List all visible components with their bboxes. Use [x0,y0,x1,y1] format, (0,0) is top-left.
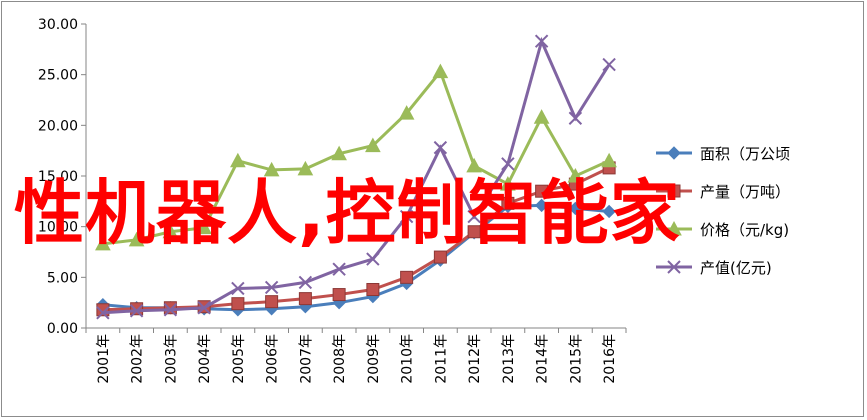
data-point [96,306,110,320]
legend-swatch-marker [667,146,681,160]
y-tick-label: 5.00 [47,270,78,286]
data-point [129,304,144,318]
data-point [534,34,549,48]
data-point [602,57,616,72]
data-point [466,157,482,173]
y-tick-label: 25.00 [38,68,78,84]
x-tick-label: 2013年 [501,334,517,384]
x-tick-label: 2012年 [467,334,483,384]
legend-entry: 面积（万公顷 [656,145,790,163]
y-tick-label: 20.00 [38,118,78,134]
legend-label: 价格（元/kg) [700,221,789,239]
legend-swatch-marker [666,220,682,236]
data-point [433,140,448,155]
x-tick-label: 2016年 [602,334,618,384]
legend-label: 产值(亿元) [700,259,772,277]
data-point [399,209,414,224]
data-point [467,209,481,224]
data-point [332,288,346,302]
data-point [535,184,549,198]
data-point [366,282,380,296]
x-tick-label: 2001年 [96,334,112,384]
x-tick-label: 2015年 [568,334,584,384]
series-line [102,166,610,312]
x-tick-label: 2005年 [231,334,247,384]
data-point [568,201,583,216]
data-point [568,111,583,125]
y-tick-label: 0.00 [47,321,78,337]
series-line [102,68,610,246]
data-point [432,63,449,79]
data-point [332,262,346,276]
data-point [231,297,245,311]
legend-entry: 价格（元/kg) [656,220,789,239]
data-point [196,219,212,235]
y-tick-label: 10.00 [38,220,78,236]
legend-entry: 产量（万吨） [656,183,790,201]
chart-axes: 0.00 5.00 10.00 15.00 20.00 25.00 30.00 2001年 20… [38,17,627,384]
data-point [95,235,111,251]
data-point [601,152,617,168]
x-tick-label: 2008年 [332,334,348,384]
data-point [501,157,515,171]
data-point [400,270,414,284]
x-tick-label: 2002年 [130,334,146,384]
data-point [263,161,280,177]
watermark-overlay-text: 性机器人,控制智能家 [14,172,681,254]
legend-label: 面积（万公顷 [700,145,790,163]
x-tick-label: 2006年 [265,334,281,384]
x-tick-label: 2011年 [433,334,449,384]
x-tick-label: 2014年 [535,334,551,384]
data-point [467,225,481,239]
data-point [265,295,279,309]
data-point [534,198,549,213]
data-point [533,109,550,124]
data-point [162,223,179,239]
data-point [231,281,245,296]
y-tick-label: 15.00 [38,169,78,185]
data-point [163,301,177,315]
y-tick-label: 30.00 [38,17,78,33]
series-3 [96,34,616,320]
data-point [365,137,381,153]
data-point [398,105,415,120]
data-point [366,252,380,266]
data-point [130,302,144,316]
chart-series [95,34,617,320]
series-line [102,36,611,315]
legend-swatch-marker [667,260,681,274]
legend-label: 产量（万吨） [700,183,790,201]
data-point [297,160,314,176]
x-tick-label: 2004年 [197,334,213,384]
x-tick-label: 2010年 [400,334,416,384]
data-point [230,152,246,168]
x-tick-label: 2003年 [163,334,179,384]
data-point [163,303,178,317]
data-point [264,280,279,295]
legend-swatch-marker [667,184,681,198]
data-point [197,301,211,315]
data-point [501,196,515,210]
data-point [128,231,145,247]
legend-entry: 产值(亿元) [656,259,772,277]
data-point [298,292,312,306]
data-point [433,250,447,264]
data-point [500,176,516,191]
data-point [567,167,584,183]
data-point [298,275,313,290]
data-point [602,204,616,219]
data-point [331,145,347,161]
x-tick-label: 2007年 [298,334,314,384]
x-tick-label: 2009年 [366,334,382,384]
series-2 [95,63,617,251]
